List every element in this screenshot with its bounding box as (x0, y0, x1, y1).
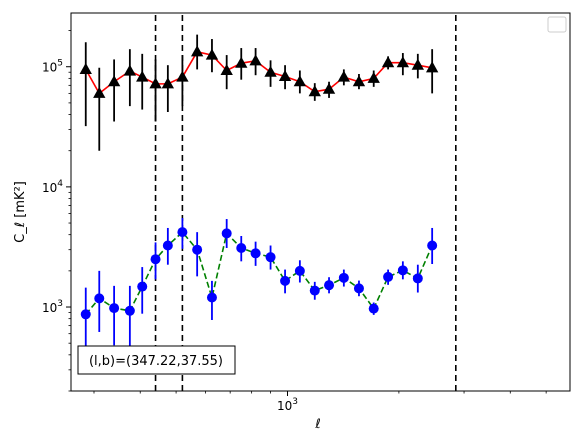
data-point (265, 252, 276, 263)
data-point (177, 227, 188, 238)
x-axis-label: ℓ (314, 417, 320, 432)
data-point (425, 61, 439, 73)
data-point (137, 281, 148, 292)
data-point (294, 265, 305, 276)
data-point (352, 75, 366, 87)
data-point (107, 75, 121, 87)
y-axis-label: C_ℓ [mK²] (13, 181, 28, 243)
plot-frame (70, 12, 571, 392)
data-point (412, 273, 423, 284)
tick-label: 103 (277, 397, 298, 413)
data-point (367, 71, 380, 83)
data-point (79, 62, 92, 74)
data-point (149, 77, 162, 89)
tick-label: 105 (42, 59, 63, 75)
annotation-text: (l,b)=(347.22,37.55) (89, 354, 223, 369)
data-point (80, 309, 91, 320)
data-point (124, 305, 135, 316)
data-point (309, 285, 320, 296)
data-point (383, 271, 394, 282)
annotation-box: (l,b)=(347.22,37.55) (77, 345, 236, 375)
data-point (221, 228, 232, 239)
tick-label: 103 (42, 299, 63, 315)
data-point (192, 244, 203, 255)
data-point (381, 56, 395, 68)
data-point (427, 240, 438, 251)
data-point (205, 48, 219, 60)
data-point (190, 45, 204, 57)
data-point (123, 64, 137, 76)
data-point (236, 242, 247, 253)
data-point (368, 303, 379, 314)
data-point (161, 77, 175, 89)
data-point (93, 86, 106, 98)
data-markers (79, 45, 439, 320)
data-point (397, 265, 408, 276)
data-point (162, 240, 173, 251)
data-point (249, 54, 262, 66)
tick-label: 104 (42, 179, 63, 195)
data-point (109, 303, 120, 314)
data-point (411, 58, 424, 70)
data-point (235, 56, 248, 68)
data-point (176, 70, 189, 82)
error-bars (84, 34, 434, 352)
data-point (94, 293, 105, 304)
data-point (280, 275, 291, 286)
data-point (206, 292, 217, 303)
plot-area (71, 13, 570, 391)
data-point (150, 254, 161, 265)
data-point (308, 85, 321, 97)
data-point (136, 70, 149, 82)
data-point (220, 64, 233, 76)
data-point (264, 65, 277, 77)
data-point (337, 70, 351, 82)
data-point (293, 75, 307, 87)
data-point (353, 283, 364, 294)
data-point (250, 248, 261, 259)
data-point (324, 280, 335, 291)
data-point (396, 56, 410, 68)
data-point (278, 69, 292, 81)
data-point (338, 272, 349, 283)
legend-box (547, 16, 567, 33)
data-point (322, 82, 336, 94)
